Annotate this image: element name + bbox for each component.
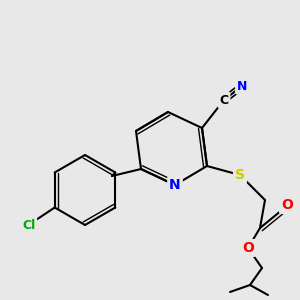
Text: O: O <box>242 241 254 255</box>
Text: Cl: Cl <box>22 219 35 232</box>
Text: N: N <box>237 80 247 92</box>
Text: S: S <box>235 168 245 182</box>
Text: N: N <box>169 178 181 192</box>
Text: O: O <box>281 198 293 212</box>
Text: C: C <box>219 94 229 106</box>
